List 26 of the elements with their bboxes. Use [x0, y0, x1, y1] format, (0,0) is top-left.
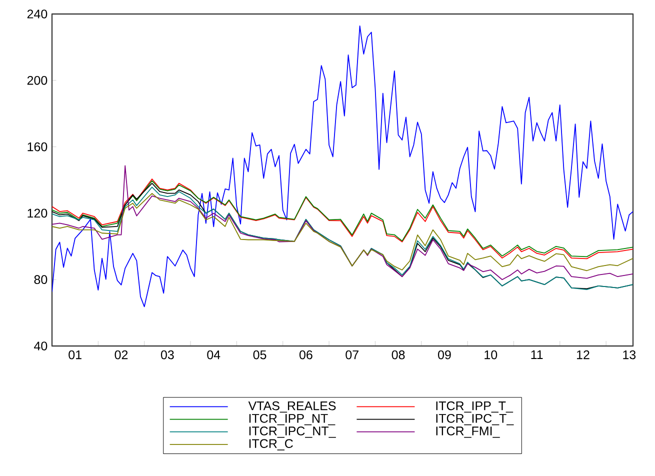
y-tick-label: 240	[27, 10, 48, 18]
x-tick-label: 07	[346, 350, 358, 360]
x-tick-label: 13	[623, 350, 636, 360]
legend-label: ITCR_C	[249, 439, 293, 450]
legend-label: ITCR_IPC_NT_	[249, 426, 336, 438]
x-tick-label: 09	[438, 350, 451, 360]
y-tick-label: 40	[34, 342, 48, 350]
y-tick-label: 200	[27, 76, 48, 85]
legend-label: ITCR_IPP_NT_	[249, 414, 336, 426]
x-tick-label: 06	[299, 350, 312, 360]
x-tick-label: 12	[576, 350, 590, 360]
legend-label: ITCR_IPC_T_	[436, 414, 514, 426]
x-tick-label: 10	[484, 350, 498, 360]
y-tick-label: 160	[28, 142, 48, 152]
x-tick-label: 11	[531, 350, 543, 359]
legend-label: VTAS_REALES	[248, 401, 336, 413]
legend-label: ITCR_IPP_T_	[436, 401, 514, 413]
x-tick-label: 01	[68, 350, 82, 360]
x-tick-label: 04	[207, 350, 220, 360]
x-tick-label: 08	[392, 350, 405, 360]
x-tick-label: 02	[114, 350, 128, 360]
y-tick-label: 120	[28, 208, 48, 218]
x-tick-label: 03	[160, 350, 174, 360]
legend-label: ITCR_FMI_	[436, 426, 500, 438]
x-tick-label: 05	[253, 350, 266, 360]
y-tick-label: 80	[34, 275, 48, 284]
